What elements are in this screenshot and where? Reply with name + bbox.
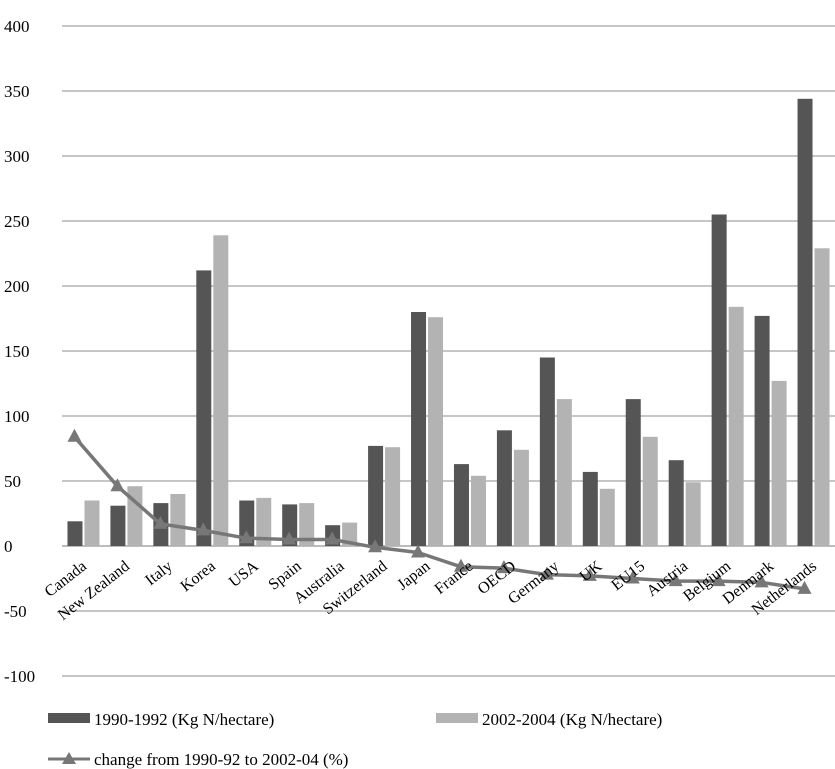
triangle-marker [368,539,383,553]
triangle-marker [711,573,726,587]
bar [556,399,572,546]
bar [368,445,384,546]
x-tick-label: EU15 [608,558,648,594]
bar [282,504,298,546]
bar [256,497,272,546]
y-tick-label: 150 [4,342,30,361]
x-tick-label: UK [577,557,606,585]
y-tick-label: -50 [4,602,27,621]
legend-label-2002: 2002-2004 (Kg N/hectare) [482,710,662,729]
bar [685,482,701,546]
bar [814,248,830,547]
triangle-marker [496,560,511,574]
legend-swatch-1990 [48,713,90,723]
triangle-marker [754,574,769,588]
legend-label-change: change from 1990-92 to 2002-04 (%) [94,750,348,769]
triangle-marker [110,478,125,492]
y-tick-label: 300 [4,147,30,166]
bar [711,214,727,546]
x-tick-label: Italy [142,558,176,589]
bar [342,522,358,546]
y-tick-label: 100 [4,407,30,426]
bar [668,460,684,546]
bar [127,486,143,546]
legend-swatch-2002 [436,713,478,723]
bar [67,521,83,546]
y-tick-label: 0 [4,537,13,556]
legend: 1990-1992 (Kg N/hectare) 2002-2004 (Kg N… [48,710,662,769]
bar [771,380,787,546]
y-tick-label: 350 [4,82,30,101]
bar [411,312,427,546]
bar [170,494,186,546]
bar [239,500,255,546]
bar [539,357,555,546]
triangle-marker [153,515,168,529]
gridlines [62,25,835,677]
series-line [73,435,805,591]
y-tick-label: 50 [4,472,21,491]
x-tick-label: USA [226,557,262,590]
bar [797,98,813,547]
y-tick-label: 400 [4,17,30,36]
y-tick-label: 250 [4,212,30,231]
bar [453,464,469,546]
bar [299,503,315,546]
triangle-marker [668,573,683,587]
bar [513,449,529,546]
bar [496,430,512,546]
triangle-marker [282,531,297,545]
y-axis-ticks: -100 -50 0 50 100 150 200 250 300 350 400 [4,17,35,686]
triangle-marker [411,544,426,558]
x-tick-label: Korea [177,558,218,595]
bar [728,306,744,546]
triangle-marker [325,531,340,545]
triangle-marker [625,570,640,584]
y-tick-label: -100 [4,667,35,686]
triangle-marker [582,567,597,581]
bar [84,500,100,546]
bar [599,488,615,546]
bar [213,235,229,547]
bar [754,315,770,546]
bar [625,399,641,546]
triangle-marker [797,580,812,594]
x-tick-label: Japan [394,558,433,594]
bar [196,270,212,546]
triangle-marker [239,530,254,544]
bar [428,317,444,546]
bar [470,475,486,546]
legend-triangle-icon [62,752,76,764]
bars [67,98,830,547]
bar [642,436,658,546]
change-line [67,428,812,594]
legend-label-1990: 1990-1992 (Kg N/hectare) [94,710,274,729]
triangle-marker [539,566,554,580]
triangle-marker [67,428,82,442]
bar [110,505,126,546]
y-tick-label: 200 [4,277,30,296]
triangle-marker [453,558,468,572]
triangle-marker [196,522,211,536]
bar [582,471,598,546]
bar [385,447,401,546]
